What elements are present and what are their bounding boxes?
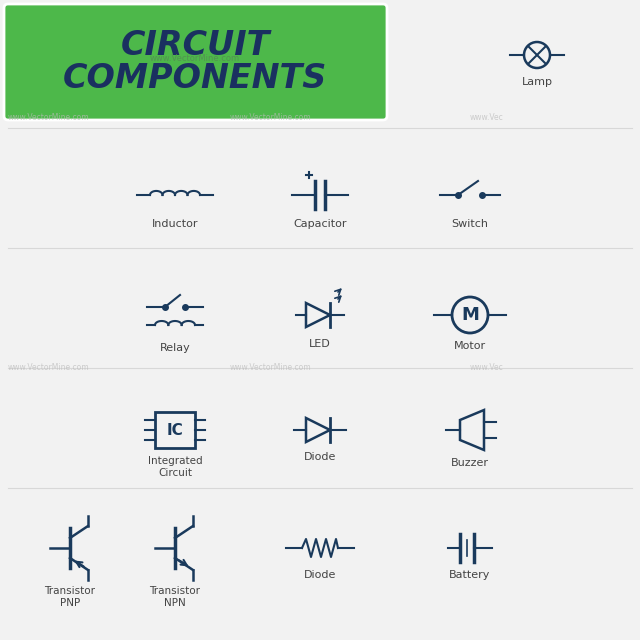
Text: www.Vec: www.Vec [470, 113, 504, 122]
Text: www.VectorMine.com: www.VectorMine.com [230, 113, 312, 122]
Text: Diode: Diode [304, 452, 336, 462]
Text: Inductor: Inductor [152, 219, 198, 229]
Text: Relay: Relay [159, 343, 190, 353]
Text: Switch: Switch [451, 219, 488, 229]
Text: Buzzer: Buzzer [451, 458, 489, 468]
Text: www.VectorMine.com: www.VectorMine.com [8, 363, 90, 372]
Text: COMPONENTS: COMPONENTS [63, 61, 327, 95]
Text: www.VectorMine.com: www.VectorMine.com [230, 363, 312, 372]
Text: Lamp: Lamp [522, 77, 552, 87]
Text: Motor: Motor [454, 341, 486, 351]
Text: www.VectorMine.com: www.VectorMine.com [150, 54, 240, 63]
FancyBboxPatch shape [4, 4, 387, 120]
Text: Diode: Diode [304, 570, 336, 580]
Text: www.VectorMine.com: www.VectorMine.com [8, 113, 90, 122]
Text: Capacitor: Capacitor [293, 219, 347, 229]
Text: Transistor
NPN: Transistor NPN [150, 586, 200, 607]
Bar [155, 412, 195, 448]
Text: CIRCUIT: CIRCUIT [120, 29, 269, 61]
Text: M: M [461, 306, 479, 324]
Text: Battery: Battery [449, 570, 491, 580]
Text: Transistor
PNP: Transistor PNP [45, 586, 95, 607]
Text: Integrated
Circuit: Integrated Circuit [148, 456, 202, 477]
Text: www.Vec: www.Vec [470, 363, 504, 372]
Text: IC: IC [166, 422, 184, 438]
Text: LED: LED [309, 339, 331, 349]
